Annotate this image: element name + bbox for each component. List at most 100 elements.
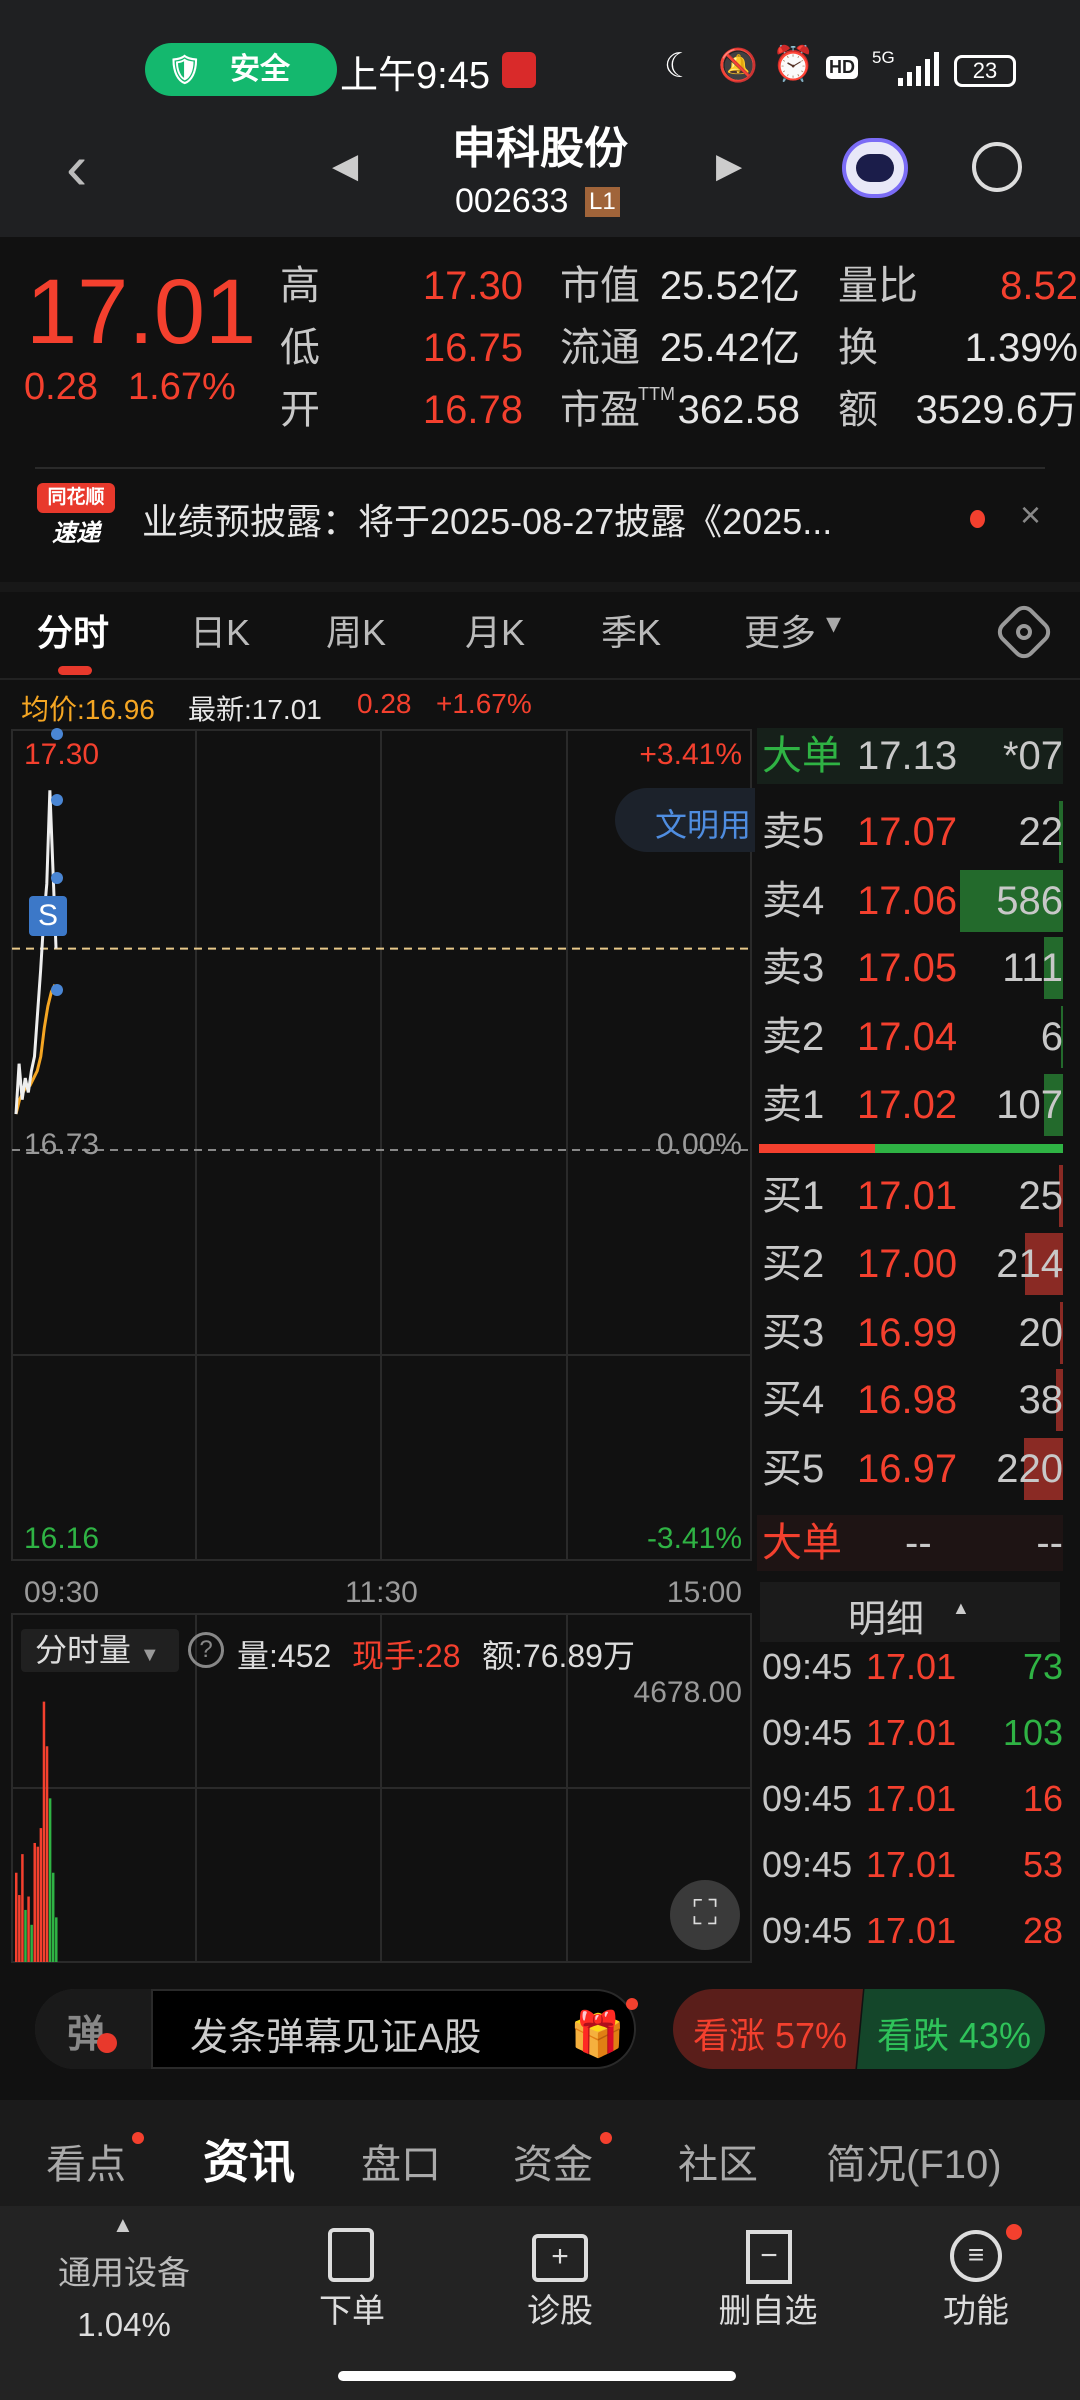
danmaku-input[interactable]: 发条弹幕见证A股: [190, 2017, 482, 2059]
kandian-dot: [132, 2132, 144, 2144]
tab-2[interactable]: 周K: [326, 612, 387, 653]
bids-qty[interactable]: 220: [996, 1447, 1063, 1491]
asks-qty[interactable]: 111: [1002, 946, 1063, 990]
gift-icon[interactable]: 🎁: [570, 2010, 625, 2059]
volume-bar: [18, 1895, 21, 1962]
tab-3[interactable]: 月K: [465, 612, 526, 653]
event-dot: [51, 984, 63, 996]
robot-assistant-icon[interactable]: [842, 138, 908, 198]
quote-label: 流通: [560, 326, 640, 370]
volume-selector[interactable]: 分时量 ▼: [21, 1629, 179, 1672]
search-icon[interactable]: [972, 142, 1022, 192]
tick-qty: 16: [1022, 1778, 1063, 1819]
volume-bar: [55, 1917, 58, 1962]
bids-qty[interactable]: 38: [1018, 1378, 1064, 1422]
bottom-tab-2[interactable]: 盘口: [361, 2143, 441, 2187]
y-high-label: 17.30: [24, 738, 100, 771]
function-dot: [1006, 2224, 1022, 2240]
function-button[interactable]: 功能: [943, 2292, 1009, 2329]
bids-volume-bar: [1059, 1302, 1063, 1364]
help-icon[interactable]: ?: [188, 1632, 224, 1668]
prev-stock-icon[interactable]: ◀: [332, 147, 359, 185]
fullscreen-button[interactable]: ⛶: [670, 1880, 740, 1950]
asks-qty[interactable]: 6: [1040, 1015, 1063, 1059]
bids-qty[interactable]: 25: [1018, 1174, 1064, 1218]
bear-vote-button[interactable]: 看跌 43%: [857, 1989, 1045, 2069]
asks-volume-bar: [1043, 937, 1063, 999]
quote-value: 17.30: [422, 264, 523, 308]
bids-volume-bar: [1024, 1438, 1063, 1500]
big-order-bottom-qty: --: [1036, 1521, 1063, 1565]
order-button[interactable]: 下单: [319, 2292, 385, 2329]
bottom-tab-1[interactable]: 资讯: [203, 2136, 295, 2188]
civility-bubble[interactable]: 文明用: [615, 788, 755, 852]
big-order-qty: *07: [1002, 734, 1063, 778]
tab-1[interactable]: 日K: [190, 612, 251, 653]
tick-price: 17.01: [866, 1910, 957, 1951]
safe-badge[interactable]: 🛡 安全: [145, 43, 337, 96]
asks-price: 17.04: [857, 1015, 958, 1059]
bottom-tab-4[interactable]: 社区: [678, 2143, 758, 2187]
tab-0[interactable]: 分时: [37, 612, 110, 653]
asks-qty[interactable]: 22: [1018, 810, 1064, 854]
bids-level-label: 买2: [762, 1242, 825, 1286]
news-headline[interactable]: 业绩预披露：将于2025-08-27披露《2025...: [142, 501, 833, 542]
volume-bar: [42, 1701, 46, 1962]
order-doc-icon[interactable]: [328, 2228, 374, 2282]
diagnose-icon[interactable]: +: [532, 2234, 588, 2282]
status-time: 上午9:45: [340, 55, 490, 97]
asks-qty[interactable]: 107: [996, 1083, 1063, 1127]
asks-qty[interactable]: 586: [996, 879, 1063, 923]
next-stock-icon[interactable]: ▶: [716, 147, 743, 185]
time-mid: 11:30: [345, 1576, 418, 1609]
active-tab-underline: [58, 666, 92, 675]
level-badge: L1: [585, 187, 620, 217]
more-arrow-icon[interactable]: ▾: [826, 607, 842, 640]
tick-price: 17.01: [866, 1712, 957, 1753]
quote-label: 量比: [838, 264, 918, 308]
home-indicator[interactable]: [338, 2371, 736, 2381]
network-type: 5G: [872, 48, 895, 67]
close-icon[interactable]: ×: [1020, 494, 1042, 535]
diagnose-button[interactable]: 诊股: [527, 2292, 593, 2329]
asks-price: 17.02: [857, 1083, 958, 1127]
function-menu-icon[interactable]: ≡: [950, 2230, 1002, 2282]
ticks-header[interactable]: [760, 1582, 1060, 1642]
volume-bar: [45, 1746, 49, 1962]
bull-vote-button[interactable]: 看涨 57%: [673, 1989, 863, 2069]
volume-bar: [48, 1798, 52, 1962]
asks-level-label: 卖3: [762, 946, 825, 990]
check-badge-icon: [97, 2033, 117, 2053]
info-change: 0.28: [357, 688, 412, 719]
quote-label: 市盈: [560, 388, 640, 432]
event-dot: [51, 872, 63, 884]
danmaku-toggle[interactable]: 弹: [35, 1989, 153, 2069]
bids-qty[interactable]: 214: [996, 1242, 1063, 1286]
back-chevron-icon[interactable]: ‹: [66, 131, 88, 203]
bottom-tab-3[interactable]: 资金: [513, 2143, 593, 2187]
quote-label: 市值: [560, 264, 640, 308]
big-order-bottom-label: 大单: [762, 1521, 842, 1565]
last-price: 17.01: [26, 261, 257, 363]
asks-level-label: 卖4: [762, 879, 825, 923]
alarm-icon: ⏰: [772, 45, 815, 83]
bottom-tab-0[interactable]: 看点: [46, 2143, 126, 2187]
volume-value: 量:452: [237, 1638, 332, 1674]
remove-watchlist-icon[interactable]: −: [746, 2230, 792, 2284]
tab-5[interactable]: 更多: [744, 612, 817, 653]
bids-qty[interactable]: 20: [1018, 1311, 1064, 1355]
volume-bar: [27, 1896, 30, 1962]
event-dot: [51, 728, 63, 740]
expand-up-icon[interactable]: ▲: [112, 2212, 134, 2237]
sector-name[interactable]: 通用设备: [58, 2254, 190, 2291]
tab-4[interactable]: 季K: [601, 612, 662, 653]
signal-s-badge[interactable]: S: [29, 896, 67, 936]
price-line: [14, 790, 58, 1115]
tick-time: 09:45: [762, 1910, 853, 1951]
bottom-tab-5[interactable]: 简况(F10): [826, 2143, 1002, 2187]
pct-up-label: +3.41%: [639, 738, 742, 771]
remove-watchlist-button[interactable]: 删自选: [718, 2292, 818, 2329]
time-end: 15:00: [666, 1576, 742, 1609]
tick-time: 09:45: [762, 1844, 853, 1885]
